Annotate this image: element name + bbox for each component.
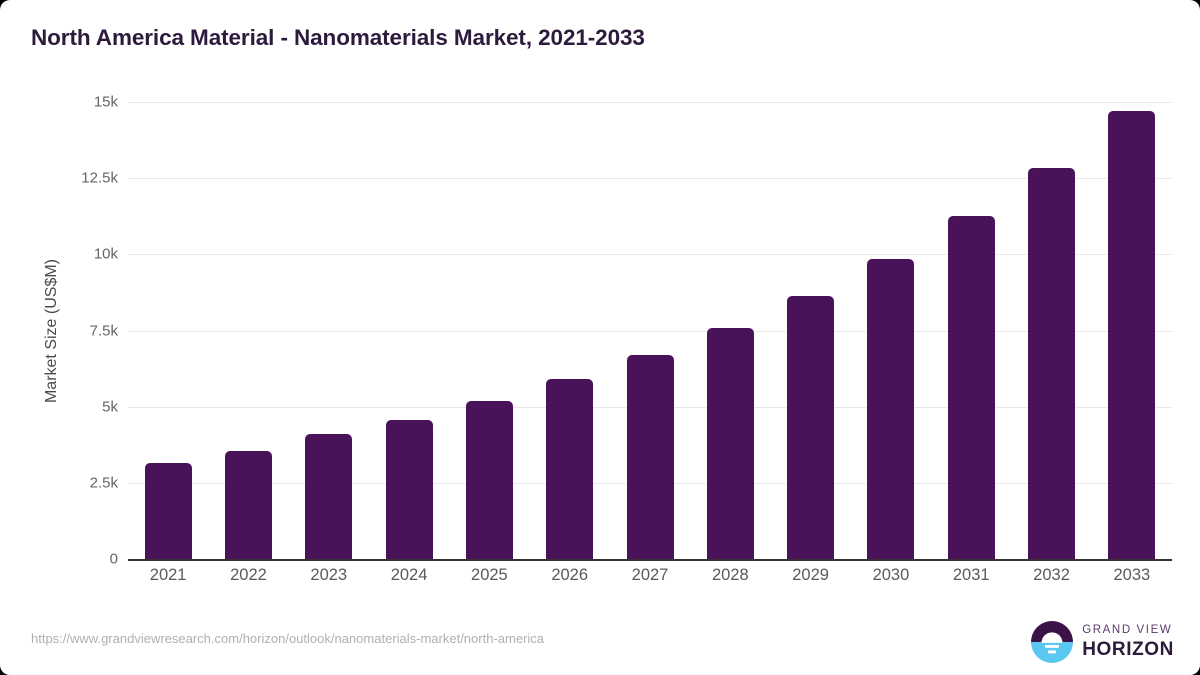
x-tick-label: 2026 [551, 566, 589, 584]
horizon-logo-icon [1031, 621, 1074, 663]
y-tick-label: 15k [93, 93, 118, 111]
x-tick-label: 2025 [471, 566, 508, 584]
y-tick-label: 0 [109, 550, 118, 568]
gridline [128, 102, 1172, 103]
x-tick-label: 2024 [390, 566, 428, 584]
plot-area [128, 102, 1172, 561]
logo-text: GRAND VIEW HORIZON [1082, 625, 1174, 659]
axis-baseline [128, 559, 1172, 561]
bar-2021[interactable] [144, 463, 192, 559]
gridline [128, 330, 1172, 332]
x-tick-label: 2032 [1033, 566, 1070, 584]
x-tick-label: 2022 [230, 566, 267, 584]
x-tick-label: 2031 [952, 566, 990, 584]
y-tick-label: 10k [93, 245, 118, 263]
bar-2032[interactable] [1028, 167, 1076, 559]
y-tick-label: 12.5k [81, 169, 118, 187]
bar-2028[interactable] [706, 328, 754, 559]
page-title: North America Material - Nanomaterials M… [31, 25, 645, 50]
logo-line-grand-view: GRAND VIEW [1082, 624, 1173, 637]
bar-2033[interactable] [1108, 111, 1156, 559]
bar-series [128, 102, 1172, 559]
gridline [128, 178, 1172, 180]
x-axis-tick-labels: 2021 2022 2023 2024 2025 2026 2027 2028 2029 2030… [128, 566, 1172, 596]
bar-2024[interactable] [385, 419, 433, 559]
bar-2023[interactable] [305, 433, 353, 559]
y-tick-label: 5k [102, 398, 118, 416]
x-tick-label: 2023 [310, 566, 348, 584]
bar-2030[interactable] [867, 258, 915, 559]
y-tick-label: 2.5k [89, 474, 118, 492]
x-tick-label: 2030 [872, 566, 910, 584]
logo-line-horizon: HORIZON [1082, 638, 1174, 660]
bar-2025[interactable] [465, 401, 513, 559]
y-axis-tick-labels: 0 2.5k 5k 7.5k 10k 12.5k 15k [0, 94, 118, 568]
bar-2022[interactable] [224, 450, 272, 559]
source-url[interactable]: https://www.grandviewresearch.com/horizo… [31, 631, 544, 646]
bar-2027[interactable] [626, 355, 674, 559]
bar-2029[interactable] [787, 295, 835, 559]
brand-logo: GRAND VIEW HORIZON [1031, 621, 1174, 663]
y-tick-label: 7.5k [89, 322, 118, 339]
x-tick-label: 2033 [1113, 566, 1151, 584]
bar-2026[interactable] [546, 379, 594, 559]
x-tick-label: 2021 [149, 566, 187, 584]
x-tick-label: 2027 [631, 566, 669, 584]
x-tick-label: 2029 [792, 566, 829, 584]
x-tick-label: 2028 [711, 566, 749, 584]
bar-2031[interactable] [947, 216, 995, 559]
gridline [128, 254, 1172, 256]
